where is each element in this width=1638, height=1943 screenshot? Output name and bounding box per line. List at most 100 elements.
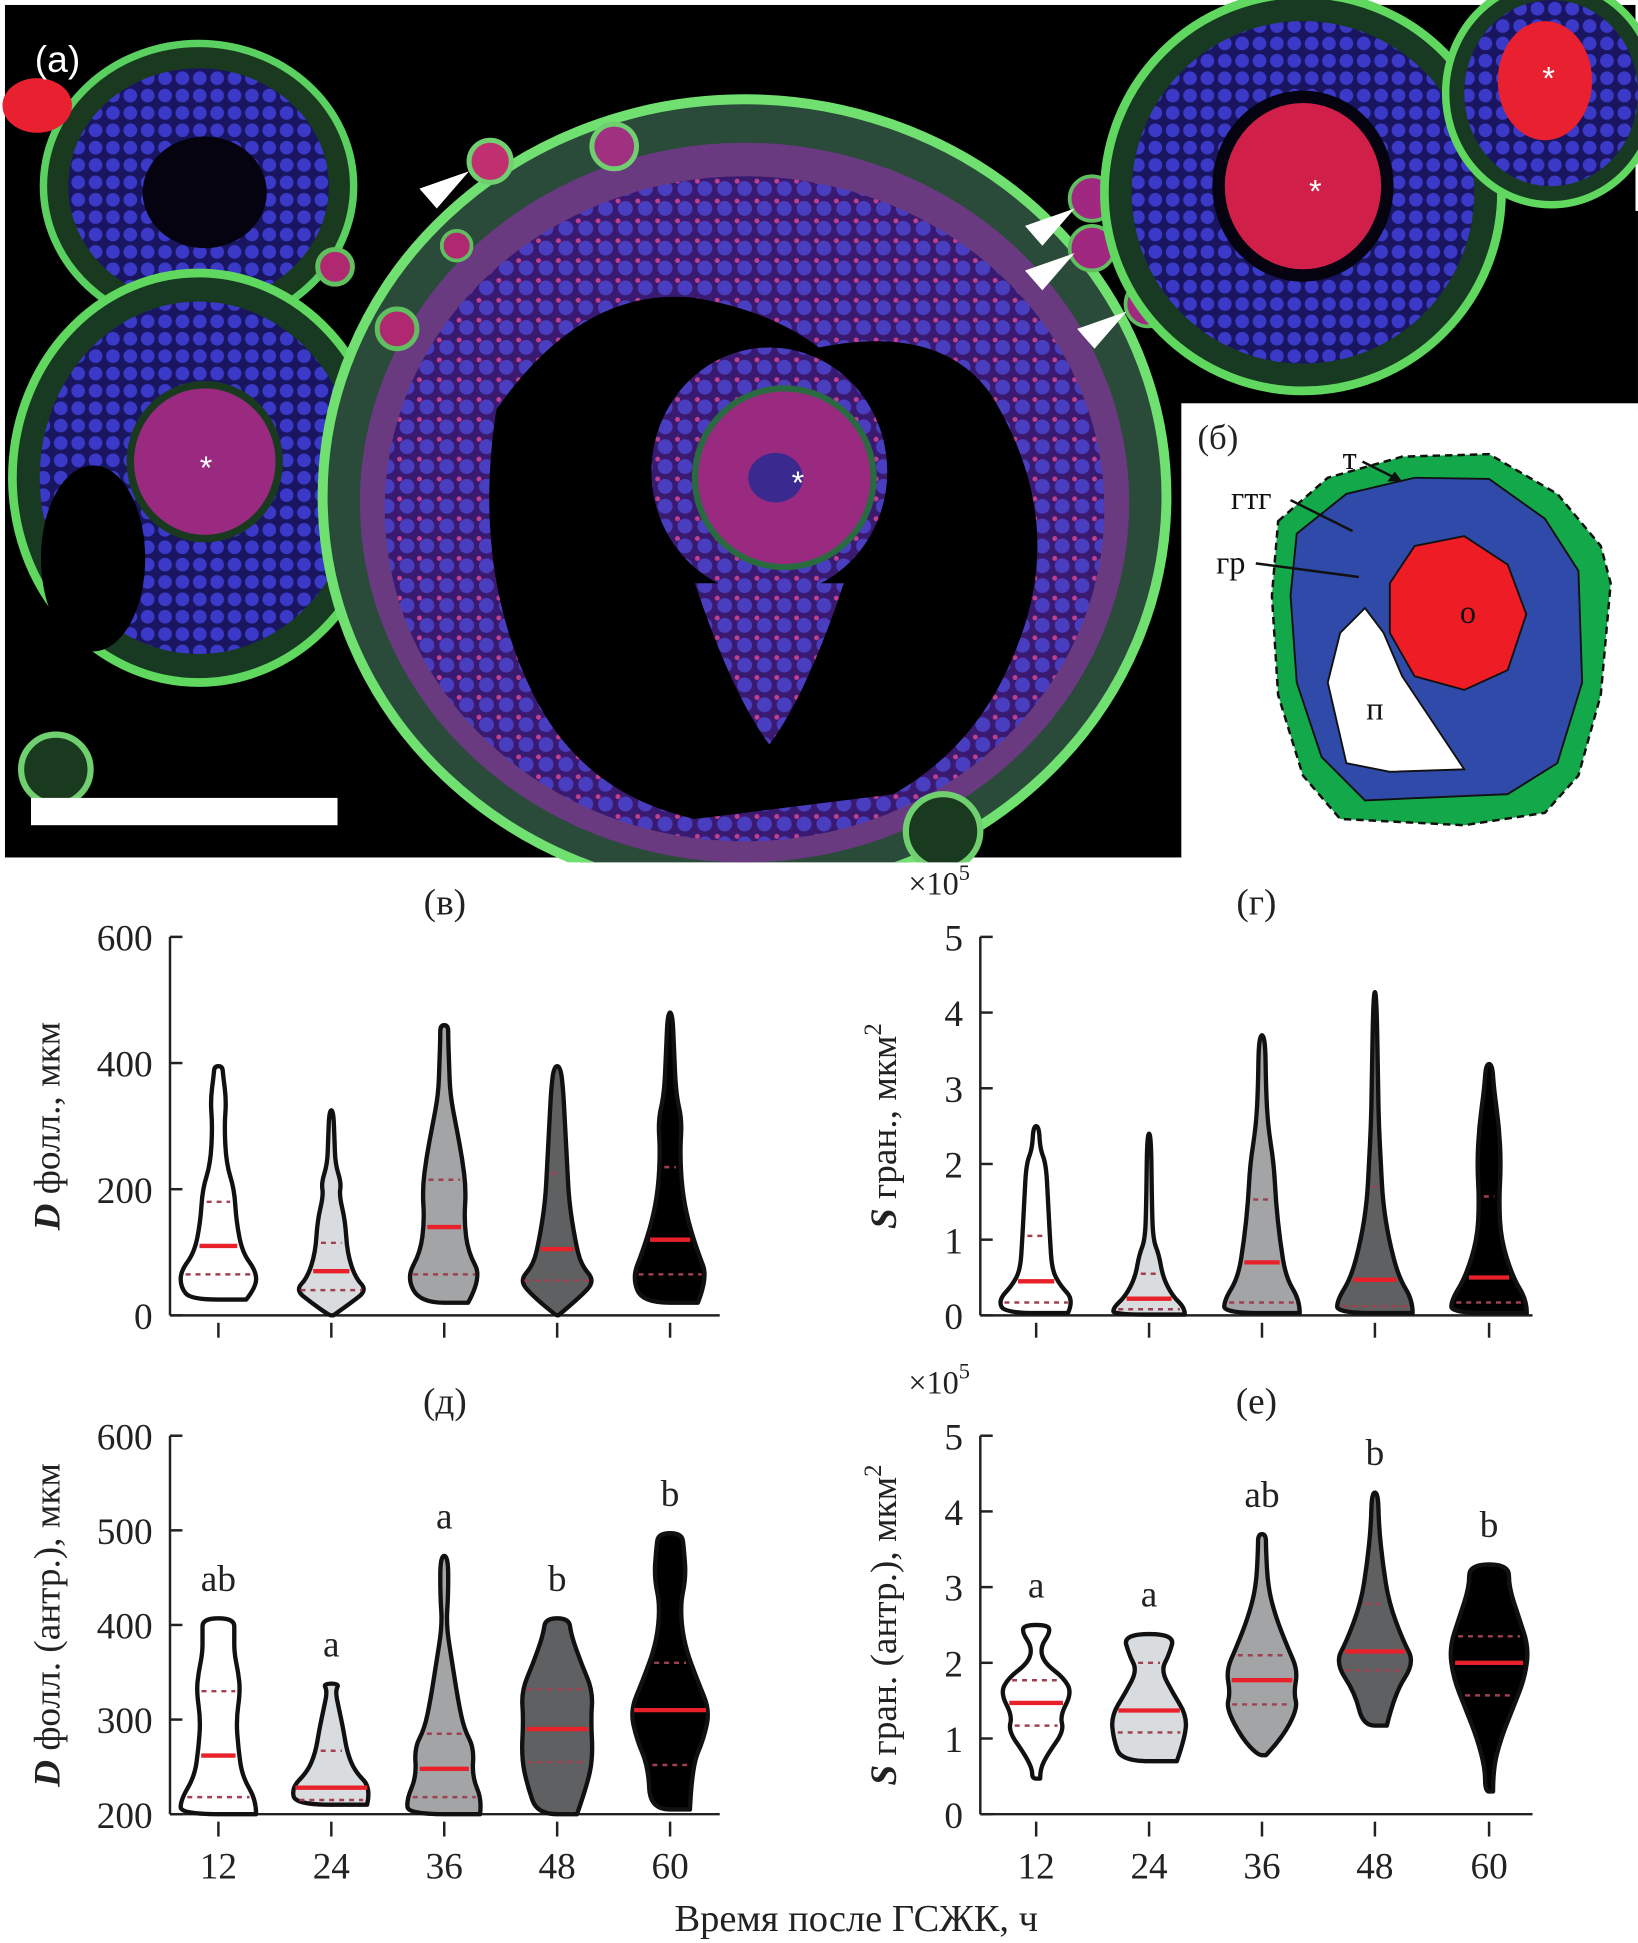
x-axis-label: Время после ГСЖК, ч [674,1896,1038,1940]
violin-24 [1110,1631,1189,1764]
y-tick-label: 200 [97,1171,153,1212]
follicle-schematic: (б) о п т гтг гр [1181,403,1638,863]
x-tick-label: 60 [651,1847,688,1888]
y-tick-label: 400 [97,1607,153,1648]
x-tick-label: 48 [1356,1847,1393,1888]
oocyte [126,380,283,543]
multiplier-exponent: 5 [959,1359,970,1384]
y-tick-label: 0 [134,1297,153,1338]
violin-12 [178,1064,259,1302]
y-axis-label-variable: S [864,1765,905,1786]
arrowhead-icon [1077,311,1127,349]
y-axis-label: S гран. (антр.), мкм2 [860,1464,905,1785]
violin-48 [1335,989,1415,1316]
significance-letter: ab [1244,1475,1279,1516]
x-tick-label: 12 [1018,1847,1055,1888]
violin-24 [291,1681,371,1807]
oocyte [1212,90,1394,282]
asterisk-marker: * [1309,173,1322,209]
x-tick-label: 36 [426,1847,463,1888]
asterisk-marker: * [792,465,805,501]
significance-letter: a [436,1497,453,1538]
significance-letter: a [1028,1566,1045,1607]
y-axis-label-text: гран., мкм [864,1036,905,1209]
chart-title: (в) [424,883,466,924]
chart-title: (е) [1236,1381,1277,1422]
follicle-top-right [1100,0,1638,410]
follicle-left [8,268,390,687]
gtg-label: гтг [1231,480,1272,516]
granulosa-label: гр [1216,544,1245,580]
oocyte [1497,21,1593,141]
gtg-leader [1289,498,1354,533]
multiplier-exponent: 5 [959,860,970,885]
violin-36 [407,1023,480,1305]
multiplier-base: ×10 [908,866,958,902]
arrowhead-icon [1024,208,1075,246]
small-follicles [17,121,1173,863]
y-axis-multiplier: ×105 [908,1359,970,1401]
y-axis-label-text: фолл. (антр.), мкм [28,1463,69,1760]
y-tick-label: 300 [97,1701,153,1742]
panel-label-a: (а) [35,38,81,80]
y-axis-label: D фолл. (антр.), мкм [28,1463,69,1788]
y-tick-label: 500 [97,1512,153,1553]
arrowheads [419,171,1127,349]
panel-label-b: (б) [1197,418,1238,457]
violin-24 [296,1108,366,1318]
oocyte-shape [1388,535,1528,691]
y-tick-label: 400 [97,1045,153,1086]
x-tick-label: 24 [313,1847,351,1888]
violin-48 [519,1616,595,1817]
chart-title: (д) [423,1381,467,1422]
arrow-icon [1387,471,1403,482]
granulosa-leader [1255,562,1359,579]
theca-label: т [1343,440,1357,476]
y-tick-label: 5 [944,919,963,960]
asterisk-marker: * [1542,60,1555,96]
y-axis-label: D фолл., мкм [28,1022,69,1232]
y-tick-label: 0 [944,1297,963,1338]
y-tick-label: 2 [944,1644,963,1685]
multiplier-base: ×10 [908,1365,958,1401]
violin-36 [1225,1531,1299,1758]
arrowhead-icon [1024,253,1075,291]
chart-title: (г) [1236,883,1276,924]
y-tick-label: 600 [97,1417,153,1458]
violin-60 [630,1531,710,1812]
y-tick-label: 1 [944,1221,963,1262]
violin-60 [1448,1562,1530,1794]
y-tick-label: 0 [944,1796,963,1837]
y-axis-multiplier: ×105 [908,860,970,902]
y-tick-label: 600 [97,919,153,960]
oocyte-markers: * * * * [200,60,1556,501]
x-tick-label: 48 [539,1847,576,1888]
y-axis-label-variable: S [864,1208,905,1229]
y-tick-label: 1 [944,1720,963,1761]
significance-letter: a [1141,1575,1158,1616]
y-tick-label: 2 [944,1146,963,1187]
significance-letter: b [1480,1505,1499,1546]
y-axis-label-variable: D [28,1760,69,1788]
y-axis-label-variable: D [28,1204,69,1232]
x-tick-label: 60 [1470,1847,1507,1888]
y-axis-label-text: фолл., мкм [28,1022,69,1204]
x-tick-label: 12 [200,1847,237,1888]
violin-36 [405,1553,483,1817]
violin-48 [1336,1490,1414,1728]
significance-letter: b [661,1474,680,1515]
significance-letter: a [323,1624,340,1665]
arrowhead-icon [419,171,470,209]
violin-48 [520,1064,594,1318]
y-axis-label: S гран., мкм2 [860,1023,905,1229]
chart-panel-2: (д) 200 300 400 500 600 D фолл. (антр.), мкм 12… [28,1381,720,1888]
y-tick-label: 4 [944,1493,963,1534]
oocyte-label: о [1460,594,1476,630]
y-axis-label-text: гран. (антр.), мкм [864,1477,905,1765]
antrum-shape [1326,606,1466,773]
y-tick-label: 3 [944,1070,963,1111]
